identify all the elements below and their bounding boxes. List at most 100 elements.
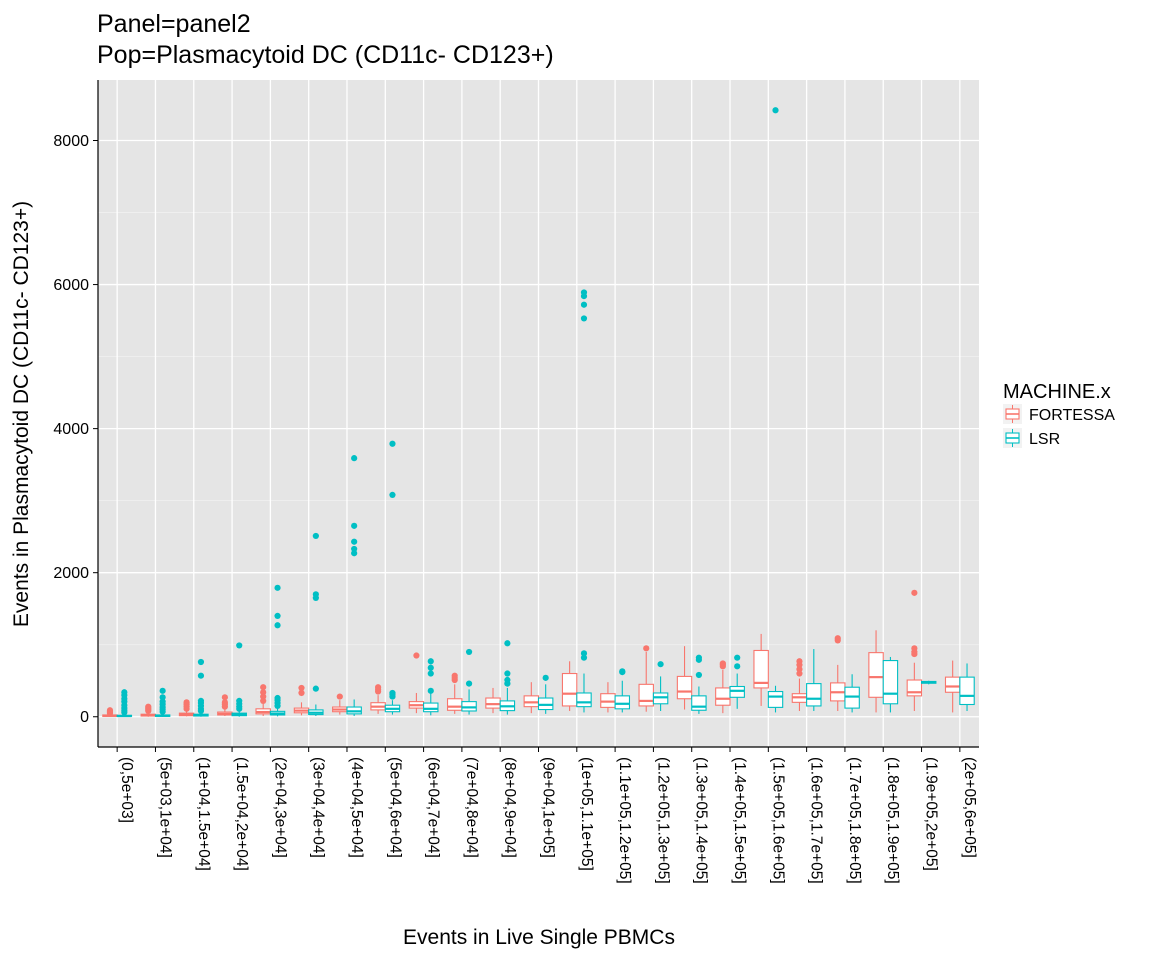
- outlier-point: [504, 670, 511, 677]
- x-tick-label: (7e+04,8e+04]: [463, 757, 480, 858]
- box-iqr: [806, 683, 822, 707]
- outlier-point: [389, 491, 396, 498]
- outlier-point: [351, 550, 358, 557]
- outlier-point: [336, 693, 343, 700]
- box-lsr: [959, 663, 975, 711]
- outlier-point: [197, 672, 205, 679]
- x-tick-label: (1.4e+05,1.5e+05]: [731, 757, 748, 884]
- outlier-point: [159, 698, 166, 705]
- x-tick-label: (1.2e+05,1.3e+05]: [654, 757, 671, 884]
- box-lsr: [308, 532, 324, 717]
- outlier-point: [427, 664, 434, 671]
- outlier-point: [465, 680, 473, 687]
- outlier-point: [159, 694, 166, 701]
- x-tick-label: (6e+04,7e+04]: [425, 757, 442, 858]
- outlier-point: [427, 670, 434, 677]
- box-lsr: [576, 289, 592, 713]
- x-ticks: (0,5e+03] (5e+03,1e+04] (1e+04,1.5e+04] (1.…: [116, 747, 978, 884]
- outlier-point: [197, 658, 205, 666]
- x-axis-title: Events in Live Single PBMCs: [403, 926, 675, 949]
- box-lsr: [920, 680, 937, 685]
- outlier-point: [197, 697, 205, 705]
- box-lsr: [269, 584, 286, 717]
- outlier-point: [465, 648, 473, 656]
- box-iqr: [561, 672, 578, 707]
- outlier-point: [413, 652, 420, 659]
- box-lsr: [346, 455, 362, 717]
- outlier-point: [911, 645, 918, 652]
- x-tick-label: (9e+04,1e+05]: [540, 757, 557, 858]
- x-tick-label: (1.5e+04,2e+04]: [233, 757, 250, 871]
- outlier-point: [796, 666, 803, 673]
- legend-label: FORTESSA: [1029, 407, 1115, 424]
- outlier-point: [298, 689, 305, 697]
- box-lsr: [652, 661, 669, 711]
- x-tick-label: (4e+04,5e+04]: [348, 757, 365, 858]
- box-iqr: [446, 698, 463, 711]
- box-lsr: [116, 689, 133, 718]
- legend-key-lsr: [1003, 428, 1022, 448]
- box-lsr: [691, 654, 707, 714]
- outlier-point: [183, 699, 190, 706]
- x-tick-label: (2e+05,6e+05]: [961, 757, 978, 858]
- outlier-point: [719, 660, 726, 667]
- outlier-point: [911, 589, 918, 596]
- outlier-point: [351, 545, 358, 553]
- box-fortessa: [217, 694, 233, 717]
- box-lsr: [806, 649, 822, 711]
- box-iqr: [423, 702, 439, 713]
- box-lsr: [614, 668, 631, 713]
- x-tick-label: (5e+04,6e+04]: [386, 757, 403, 858]
- box-fortessa: [140, 703, 157, 717]
- outlier-point: [772, 107, 779, 114]
- outlier-point: [159, 687, 166, 694]
- outlier-point: [351, 522, 358, 529]
- x-tick-label: (1.3e+05,1.4e+05]: [693, 757, 710, 884]
- outlier-point: [427, 658, 434, 665]
- x-tick-label: (1e+04,1.5e+04]: [195, 757, 212, 871]
- box-iqr: [753, 649, 769, 689]
- outlier-point: [504, 640, 511, 647]
- outlier-point: [106, 707, 114, 714]
- x-tick-label: (1e+05,1.1e+05]: [578, 757, 595, 871]
- outlier-point: [834, 635, 841, 642]
- outlier-point: [260, 697, 267, 705]
- box-lsr: [384, 440, 401, 715]
- box-fortessa: [293, 684, 310, 716]
- box-fortessa: [830, 635, 846, 711]
- outlier-point: [375, 684, 382, 691]
- outlier-point: [427, 687, 434, 694]
- outlier-point: [619, 668, 626, 675]
- outlier-point: [580, 654, 588, 661]
- outlier-point: [580, 650, 588, 657]
- box-fortessa: [676, 646, 693, 710]
- box-iqr: [576, 692, 592, 708]
- box-iqr: [868, 652, 884, 698]
- outlier-point: [274, 584, 281, 591]
- y-tick-label: 8000: [53, 133, 89, 150]
- x-tick-label: (1.5e+05,1.6e+05]: [769, 757, 786, 884]
- x-tick-label: (3e+04,4e+04]: [310, 757, 327, 858]
- outlier-point: [389, 440, 396, 447]
- box-lsr: [461, 648, 477, 715]
- grid: [98, 80, 979, 747]
- box-iqr: [614, 695, 631, 710]
- box-lsr: [729, 654, 745, 709]
- box-lsr: [154, 687, 171, 717]
- outlier-point: [274, 622, 281, 629]
- y-tick-label: 4000: [53, 421, 89, 438]
- outlier-point: [734, 654, 741, 661]
- box-iqr: [944, 676, 961, 693]
- box-fortessa: [600, 682, 616, 713]
- x-tick-label: (1.6e+05,1.7e+05]: [808, 757, 825, 884]
- box-fortessa: [255, 684, 271, 717]
- box-iqr: [882, 660, 899, 705]
- box-lsr: [193, 658, 209, 717]
- outlier-point: [260, 684, 267, 691]
- box-iqr: [906, 679, 923, 697]
- legend-label: LSR: [1029, 431, 1060, 448]
- box-fortessa: [638, 645, 654, 712]
- outlier-point: [796, 658, 803, 665]
- box-lsr: [499, 640, 516, 715]
